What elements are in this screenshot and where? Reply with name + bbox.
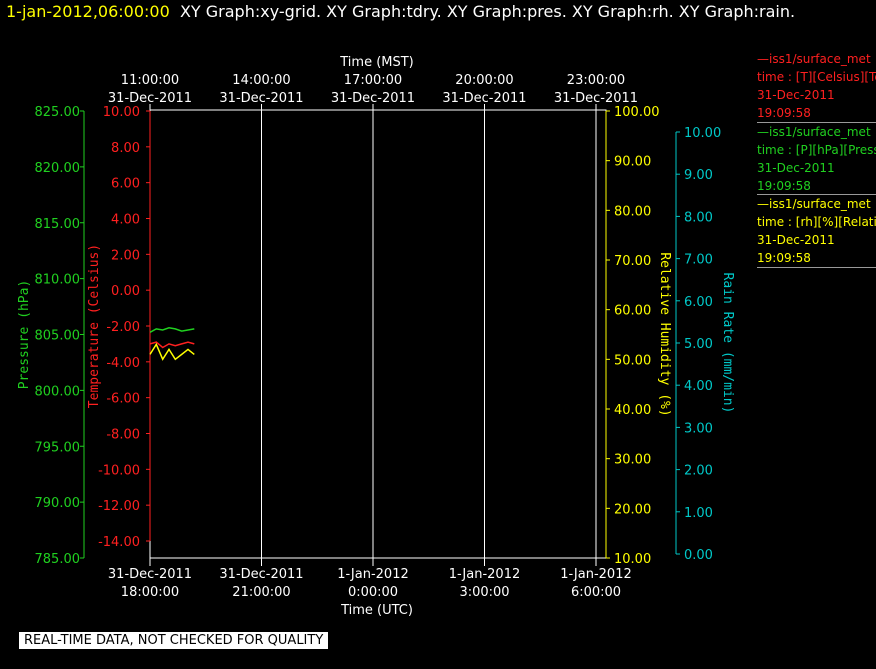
temperature-tick-label: 0.00: [111, 284, 140, 299]
rain-axis-title: Rain Rate (mm/min): [720, 273, 735, 414]
temperature-tick-label: 10.00: [103, 105, 140, 120]
temperature-tick-label: -2.00: [106, 320, 140, 335]
x-tick-label-utc-time: 18:00:00: [121, 585, 179, 600]
series-line-temperature: [149, 341, 195, 349]
pressure-tick-label: 805.00: [35, 329, 81, 344]
x-tick-label-utc-date: 1-Jan-2012: [337, 567, 409, 582]
legend-temperature: —iss1/surface_met time : [T][Celsius][Te…: [757, 50, 876, 122]
pressure-tick-label: 795.00: [35, 440, 81, 455]
x-tick-label-mst-date: 31-Dec-2011: [554, 91, 638, 106]
pressure-tick-label: 800.00: [35, 384, 81, 399]
rain-tick-label: 5.00: [684, 337, 713, 352]
x-tick-label-mst-time: 20:00:00: [455, 73, 513, 88]
x-axis-title-utc: Time (UTC): [340, 603, 413, 618]
temperature-tick-label: -14.00: [98, 535, 140, 550]
rh-tick-label: 30.00: [614, 453, 651, 468]
rain-tick-label: 3.00: [684, 421, 713, 436]
rain-tick-label: 9.00: [684, 168, 713, 183]
x-tick-label-mst-date: 31-Dec-2011: [331, 91, 415, 106]
x-tick-label-mst-time: 23:00:00: [567, 73, 625, 88]
plot-frame: [149, 109, 607, 559]
graph-list-label: XY Graph:xy-grid. XY Graph:tdry. XY Grap…: [179, 2, 796, 21]
x-tick-label-mst-time: 11:00:00: [121, 73, 179, 88]
legend-time: 19:09:58: [757, 251, 811, 265]
x-tick-label-mst-time: 14:00:00: [232, 73, 290, 88]
temperature-tick-label: -6.00: [106, 392, 140, 407]
quality-warning: REAL-TIME DATA, NOT CHECKED FOR QUALITY: [19, 632, 329, 649]
pressure-axis-title: Pressure (hPa): [17, 280, 32, 390]
legend-field: time : [P][hPa][Pressure]: [757, 143, 876, 157]
temperature-tick-label: 4.00: [111, 213, 140, 228]
legend-pressure: —iss1/surface_met time : [P][hPa][Pressu…: [757, 122, 876, 195]
pressure-tick-label: 815.00: [35, 217, 81, 232]
series-line-pressure: [149, 327, 195, 333]
rh-tick-label: 80.00: [614, 204, 651, 219]
rh-tick-label: 40.00: [614, 403, 651, 418]
rh-tick-label: 90.00: [614, 155, 651, 170]
rh-tick-label: 70.00: [614, 254, 651, 269]
x-tick-label-utc-date: 31-Dec-2011: [219, 567, 303, 582]
x-tick-label-mst-time: 17:00:00: [344, 73, 402, 88]
x-tick-label-mst-date: 31-Dec-2011: [442, 91, 526, 106]
pressure-tick-label: 825.00: [35, 105, 81, 120]
rh-tick-label: 50.00: [614, 353, 651, 368]
legend-date: 31-Dec-2011: [757, 161, 835, 175]
rh-axis-title: Relative Humidity (%): [657, 252, 672, 416]
series-line-rh: [149, 342, 195, 361]
legend-line: —iss1/surface_met: [757, 52, 871, 66]
rain-tick-label: 0.00: [684, 548, 713, 563]
rh-tick-label: 20.00: [614, 502, 651, 517]
legend-line: —iss1/surface_met: [757, 125, 871, 139]
x-tick-label-mst-date: 31-Dec-2011: [108, 91, 192, 106]
rain-tick-label: 6.00: [684, 295, 713, 310]
x-tick-label-utc-date: 1-Jan-2012: [449, 567, 521, 582]
temperature-tick-label: 2.00: [111, 248, 140, 263]
temperature-tick-label: 6.00: [111, 177, 140, 192]
temperature-tick-label: -10.00: [98, 463, 140, 478]
rain-tick-label: 1.00: [684, 506, 713, 521]
legend-time: 19:09:58: [757, 106, 811, 120]
temperature-tick-label: 8.00: [111, 141, 140, 156]
legend-date: 31-Dec-2011: [757, 88, 835, 102]
rain-tick-label: 7.00: [684, 253, 713, 268]
pressure-tick-label: 810.00: [35, 273, 81, 288]
x-axis-title-mst: Time (MST): [339, 55, 414, 70]
rh-tick-label: 100.00: [614, 105, 660, 120]
rain-tick-label: 4.00: [684, 379, 713, 394]
temperature-tick-label: -8.00: [106, 428, 140, 443]
temperature-tick-label: -4.00: [106, 356, 140, 371]
current-time-label: 1-jan-2012,06:00:00: [6, 2, 170, 21]
x-tick-label-utc-time: 21:00:00: [232, 585, 290, 600]
rain-tick-label: 8.00: [684, 210, 713, 225]
x-tick-label-utc-date: 31-Dec-2011: [108, 567, 192, 582]
legend-field: time : [rh][%][Relative Humidity]: [757, 215, 876, 229]
x-tick-label-utc-time: 6:00:00: [571, 585, 621, 600]
rain-tick-label: 10.00: [684, 126, 721, 141]
pressure-tick-label: 790.00: [35, 496, 81, 511]
page-title: 1-jan-2012,06:00:00 XY Graph:xy-grid. XY…: [6, 2, 795, 21]
x-tick-label-utc-time: 0:00:00: [348, 585, 398, 600]
legend-field: time : [T][Celsius][Temperature]: [757, 70, 876, 84]
pressure-tick-label: 785.00: [35, 552, 81, 567]
x-tick-label-mst-date: 31-Dec-2011: [219, 91, 303, 106]
rh-tick-label: 10.00: [614, 552, 651, 567]
rain-tick-label: 2.00: [684, 464, 713, 479]
legend-time: 19:09:58: [757, 179, 811, 193]
pressure-tick-label: 820.00: [35, 161, 81, 176]
legend-rh: —iss1/surface_met time : [rh][%][Relativ…: [757, 194, 876, 268]
temperature-tick-label: -12.00: [98, 499, 140, 514]
legend-line: —iss1/surface_met: [757, 197, 871, 211]
legend-date: 31-Dec-2011: [757, 233, 835, 247]
rh-tick-label: 60.00: [614, 304, 651, 319]
x-tick-label-utc-date: 1-Jan-2012: [560, 567, 632, 582]
temperature-axis-title: Temperature (Celsius): [87, 244, 102, 408]
x-tick-label-utc-time: 3:00:00: [459, 585, 509, 600]
